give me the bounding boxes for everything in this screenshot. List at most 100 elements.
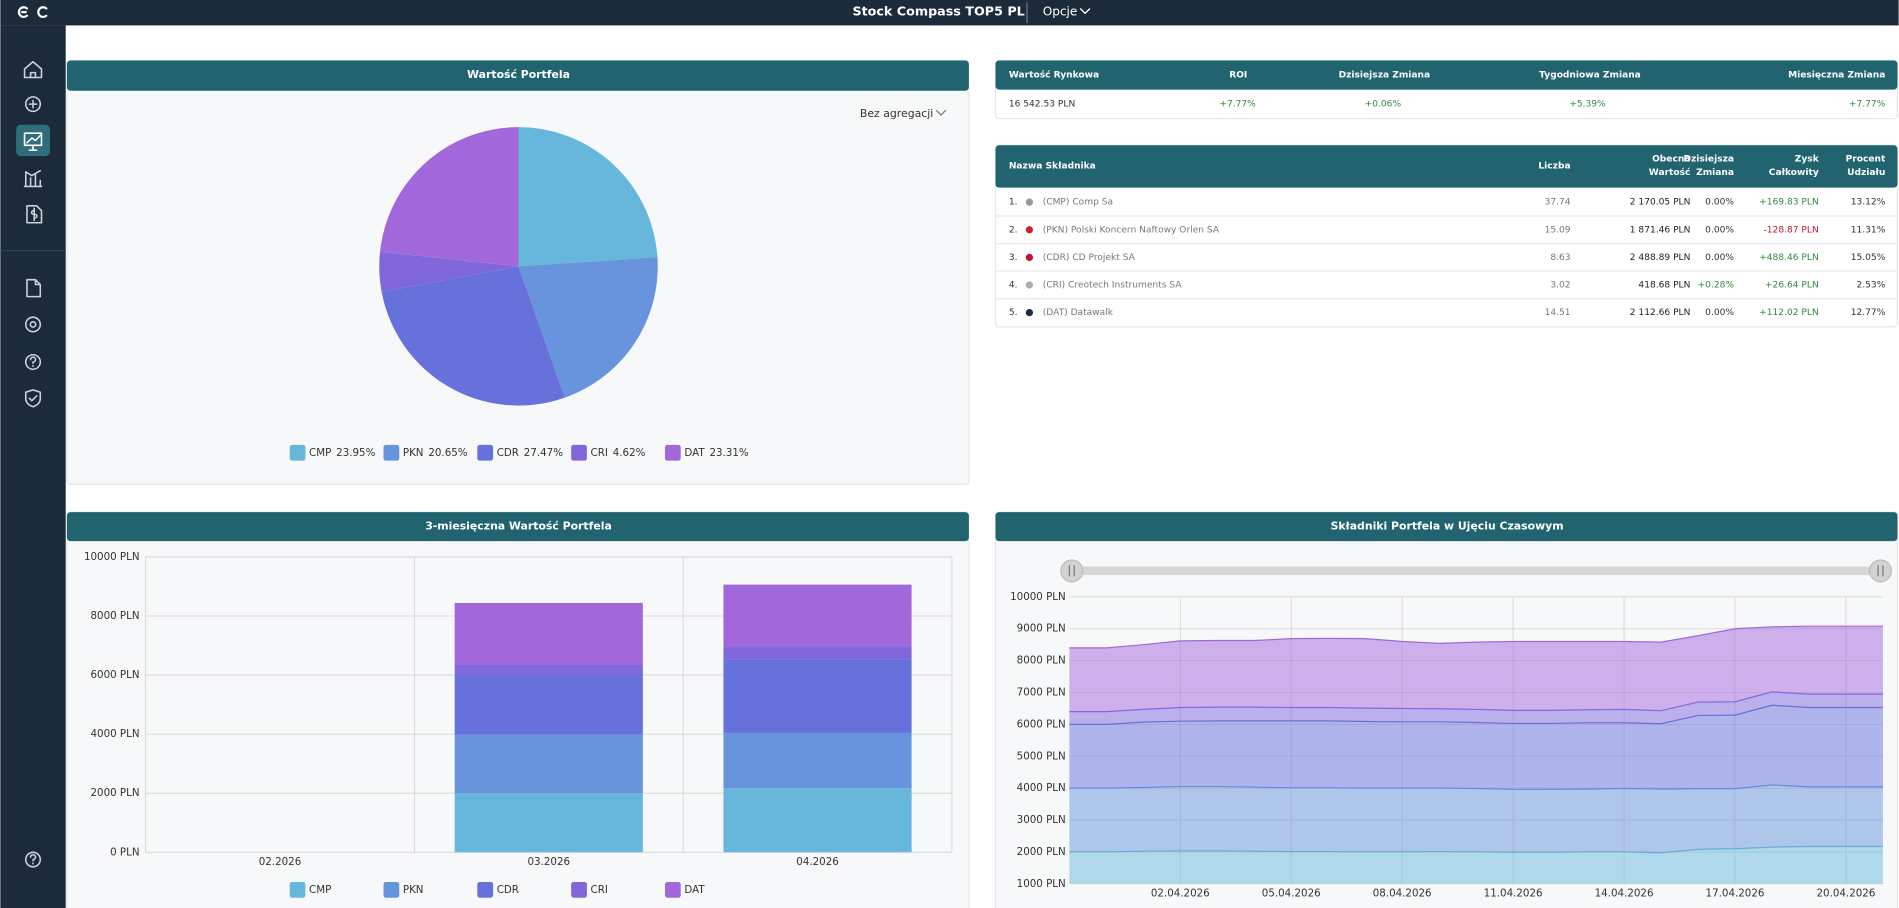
- legend-text: CDR: [497, 447, 519, 459]
- scrollbar-track[interactable]: [1069, 566, 1883, 576]
- nav-portfolio[interactable]: [23, 132, 43, 151]
- x-tick-label: 08.04.2026: [1373, 887, 1432, 899]
- panel-title: Wartość Portfela: [467, 68, 570, 81]
- area: [1069, 691, 1883, 725]
- bar-segment: [454, 602, 643, 665]
- legend-swatch: [571, 444, 587, 461]
- legend-label: DAT: [684, 884, 705, 896]
- cell: 14.51: [1545, 308, 1571, 318]
- area: [1069, 784, 1883, 853]
- legend-swatch: [477, 444, 494, 461]
- y-tick-label: 5000 PLN: [1017, 750, 1066, 762]
- nav-help[interactable]: [24, 353, 42, 371]
- cell: (CDR) CD Projekt SA: [1043, 253, 1136, 263]
- table-header: [995, 145, 1898, 188]
- cell: 11.31%: [1851, 225, 1886, 235]
- chevron: [935, 109, 947, 116]
- aggregation-dropdown[interactable]: Bez agregacji: [860, 107, 947, 120]
- y-tick-label: 0 PLN: [110, 846, 139, 858]
- nav-security[interactable]: [24, 389, 42, 408]
- y-tick-label: 7000 PLN: [1017, 687, 1066, 699]
- nav-settings[interactable]: [24, 316, 42, 333]
- y-tick-label: 4000 PLN: [1017, 782, 1066, 794]
- bar-segment: [454, 664, 643, 676]
- nav-dividends[interactable]: [26, 205, 43, 224]
- nav-documents[interactable]: [26, 278, 42, 298]
- y-tick-label: 2000 PLN: [91, 787, 140, 799]
- bar-segment: [723, 732, 912, 789]
- legend-label: PKN: [403, 884, 424, 896]
- company-logo: [1025, 308, 1034, 317]
- column-header: Dzisiejsza Zmiana: [1683, 154, 1734, 177]
- area: [1069, 705, 1883, 790]
- column-header: Dzisiejsza Zmiana: [1339, 71, 1431, 81]
- column-header: Zysk Całkowity: [1769, 154, 1820, 177]
- legend-swatch: [477, 881, 494, 898]
- legend-text: 4.62%: [613, 447, 646, 459]
- legend-text: PKN: [403, 884, 424, 896]
- cell: 15.09: [1545, 225, 1571, 235]
- cell: 1 871.46 PLN: [1630, 225, 1691, 235]
- cell: 2.: [1009, 225, 1018, 235]
- column-header: Wartość Rynkowa: [1009, 70, 1099, 81]
- x-tick-label: 04.2026: [796, 856, 839, 868]
- nav-info[interactable]: [24, 851, 42, 868]
- cell: 0.00%: [1705, 198, 1734, 208]
- x-tick-label: 20.04.2026: [1817, 887, 1876, 899]
- x-tick-label: 17.04.2026: [1706, 887, 1765, 899]
- y-tick-label: 10000 PLN: [1010, 591, 1066, 603]
- scrollbar-handle[interactable]: [1060, 559, 1084, 583]
- legend-swatch: [571, 881, 587, 898]
- grip: [1877, 565, 1884, 577]
- y-tick-label: 6000 PLN: [91, 669, 140, 681]
- legend-label: CRI: [591, 884, 608, 896]
- dropdown-label[interactable]: Bez agregacji: [860, 107, 933, 120]
- chevron: [1079, 8, 1091, 15]
- cell: +488.46 PLN: [1759, 253, 1819, 263]
- legend-text: CMP: [309, 884, 331, 896]
- pie-slice: [380, 127, 519, 267]
- nav-add[interactable]: [24, 96, 42, 113]
- legend-swatch: [383, 444, 400, 461]
- cell: +169.83 PLN: [1759, 198, 1819, 208]
- x-tick-label: 03.2026: [528, 856, 571, 868]
- scrollbar-handle[interactable]: [1869, 559, 1893, 583]
- options-menu[interactable]: Opcje: [1043, 5, 1091, 19]
- panel-header: [66, 512, 969, 542]
- legend-label: CDR: [497, 884, 519, 896]
- column-header: Procent Udziału: [1846, 154, 1886, 177]
- options-label[interactable]: Opcje: [1043, 5, 1078, 19]
- cell: 418.68 PLN: [1638, 280, 1690, 290]
- legend-text: 20.65%: [428, 447, 467, 459]
- legend-label: PKN 20.65%: [403, 447, 468, 459]
- bar-segment: [723, 788, 912, 853]
- cell: 16 542.53 PLN: [1009, 100, 1075, 110]
- column-header: Miesięczna Zmiana: [1788, 71, 1885, 81]
- cell: 0.00%: [1705, 308, 1734, 318]
- grip: [1068, 565, 1075, 577]
- cell: (PKN) Polski Koncern Naftowy Orlen SA: [1043, 225, 1220, 235]
- legend-swatch: [289, 881, 306, 898]
- area: [1069, 846, 1883, 884]
- scrollbar[interactable]: [1060, 559, 1893, 583]
- y-tick-label: 1000 PLN: [1017, 878, 1066, 890]
- legend-text: CDR: [497, 884, 519, 896]
- cell: +7.77%: [1219, 100, 1256, 110]
- company-logo: [1025, 281, 1034, 289]
- legend-label: CDR 27.47%: [497, 447, 564, 459]
- cell: 12.77%: [1851, 308, 1886, 318]
- panel-title: 3-miesięczna Wartość Portfela: [425, 520, 612, 533]
- legend-label: DAT 23.31%: [684, 447, 749, 459]
- column-header: Nazwa Składnika: [1009, 161, 1096, 171]
- x-tick-label: 02.2026: [259, 856, 302, 868]
- logo[interactable]: [17, 6, 48, 19]
- nav-analytics[interactable]: [23, 169, 43, 188]
- nav-home[interactable]: [23, 60, 43, 79]
- x-tick-label: 11.04.2026: [1484, 887, 1543, 899]
- y-tick-label: 2000 PLN: [1017, 846, 1066, 858]
- cell: +7.77%: [1849, 100, 1886, 110]
- cell: +5.39%: [1569, 100, 1606, 110]
- x-tick-label: 05.04.2026: [1262, 887, 1321, 899]
- cell: 2 112.66 PLN: [1630, 308, 1691, 318]
- area: [1069, 626, 1883, 712]
